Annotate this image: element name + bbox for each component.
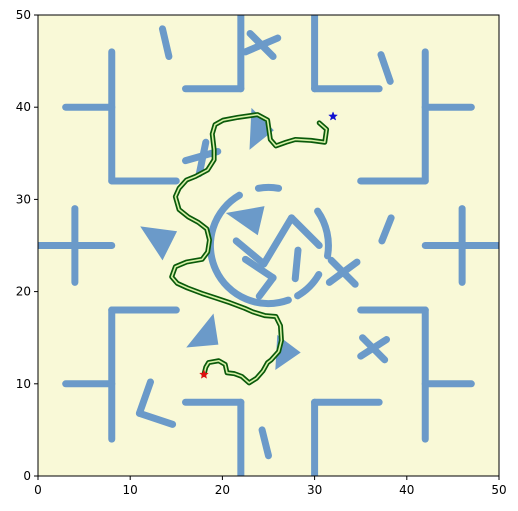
obstacle-triangle — [225, 206, 265, 236]
obstacle-wall — [135, 378, 154, 417]
obstacle-wall — [325, 258, 361, 286]
obstacle-arc — [254, 183, 283, 192]
plot-frame — [37, 14, 500, 477]
goal-marker — [328, 111, 338, 121]
obstacle-wall — [291, 246, 302, 283]
path-layer — [169, 112, 330, 386]
obstacle-arc — [206, 191, 292, 308]
obstacle-wall — [241, 255, 277, 282]
obstacle-wall — [135, 409, 177, 428]
y-tick-label: 30 — [16, 192, 31, 206]
obstacle-wall — [255, 274, 277, 300]
y-tick-label: 0 — [23, 469, 31, 483]
obstacle-wall — [260, 214, 296, 268]
x-tick-label: 20 — [215, 483, 230, 497]
obstacle-wall — [232, 237, 268, 268]
x-tick-label: 50 — [491, 483, 506, 497]
obstacle-wall — [357, 336, 391, 360]
obstacle-wall — [158, 25, 173, 60]
obstacle-wall — [378, 214, 395, 245]
path-line-inner — [170, 113, 328, 384]
obstacle-arc — [314, 207, 332, 260]
obstacle-wall — [377, 51, 394, 85]
x-tick-label: 30 — [307, 483, 322, 497]
obstacle-wall — [241, 34, 282, 56]
obstacle-wall — [195, 138, 210, 178]
obstacle-arc — [294, 271, 323, 300]
start-marker — [199, 369, 209, 379]
markers-layer — [199, 111, 338, 379]
obstacle-wall — [288, 214, 323, 249]
y-tick-label: 20 — [16, 285, 31, 299]
y-tick-label: 50 — [16, 8, 31, 22]
y-tick-label: 10 — [16, 377, 31, 391]
axes-layer: 0 10 20 30 40 50 0 10 20 30 40 50 — [16, 8, 507, 497]
x-tick-label: 0 — [34, 483, 42, 497]
x-tick-label: 40 — [399, 483, 414, 497]
obstacle-wall — [258, 426, 272, 460]
obstacle-triangle — [140, 226, 178, 261]
obstacle-triangle — [186, 313, 219, 348]
y-tick-label: 40 — [16, 100, 31, 114]
x-tick-label: 10 — [123, 483, 138, 497]
